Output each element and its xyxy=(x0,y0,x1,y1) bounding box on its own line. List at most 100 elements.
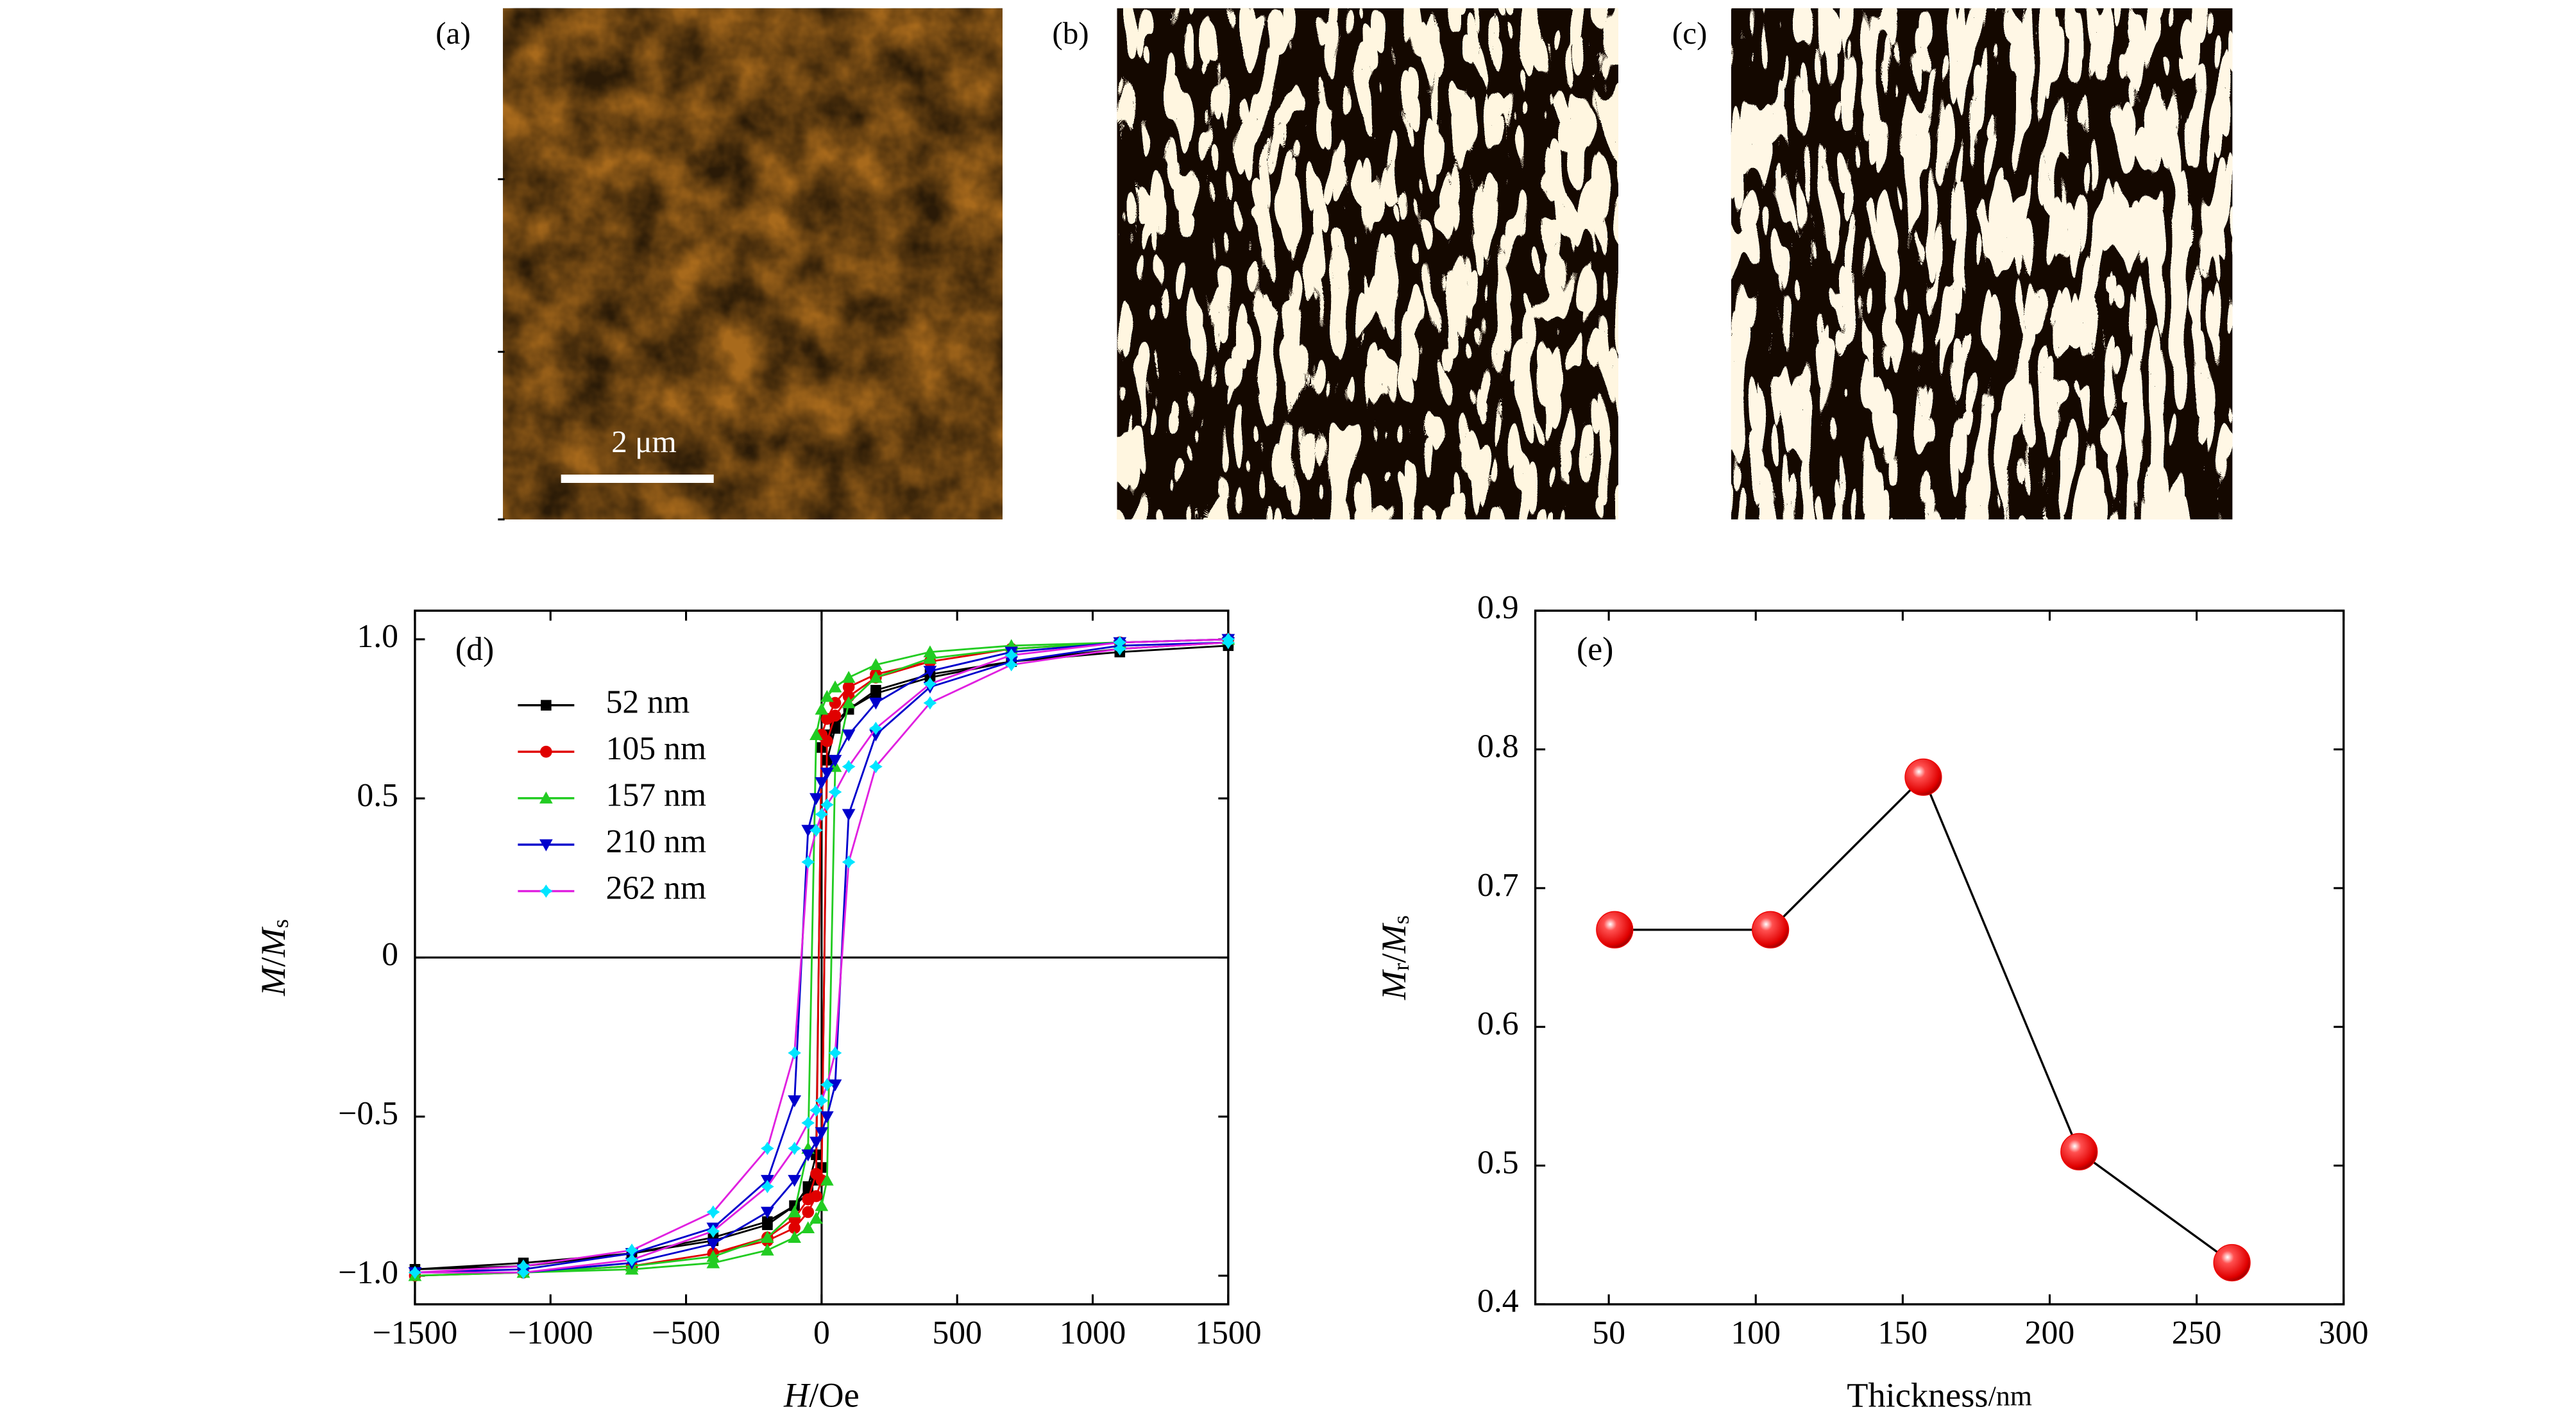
y-tick-label: 0.8 xyxy=(1477,728,1519,764)
marker xyxy=(923,652,937,664)
axis-label-part: M xyxy=(255,965,293,997)
marker xyxy=(706,1250,720,1262)
x-tick-label: 0 xyxy=(813,1315,830,1351)
marker xyxy=(820,1078,834,1092)
marker xyxy=(541,700,552,711)
axis-label: M/Ms xyxy=(255,919,294,997)
marker xyxy=(815,807,829,822)
marker xyxy=(842,696,856,709)
marker xyxy=(1113,642,1127,656)
y-tick-label: −0.5 xyxy=(338,1095,398,1132)
marker xyxy=(1221,636,1235,650)
marker xyxy=(788,1231,801,1243)
marker xyxy=(842,680,855,693)
marker xyxy=(706,1205,720,1219)
marker xyxy=(821,735,833,747)
marker xyxy=(788,1222,801,1235)
marker xyxy=(828,1079,842,1092)
axis-label-part: H xyxy=(783,1376,811,1415)
marker xyxy=(761,1179,774,1193)
x-tick-label: −500 xyxy=(652,1315,720,1351)
y-tick-label: 0.6 xyxy=(1477,1006,1519,1042)
marker xyxy=(540,745,552,758)
marker xyxy=(809,1211,823,1224)
marker xyxy=(820,689,834,702)
marker xyxy=(828,785,842,799)
marker xyxy=(923,696,937,710)
y-tick-label: −1.0 xyxy=(338,1254,398,1291)
legend-label: 52 nm xyxy=(606,684,690,721)
axis-label-part: /nm xyxy=(1988,1380,2032,1412)
marker xyxy=(923,666,937,678)
marker xyxy=(820,1111,834,1124)
marker xyxy=(801,855,815,869)
marker xyxy=(516,1265,530,1279)
marker xyxy=(815,1127,829,1140)
marker xyxy=(815,1093,829,1108)
marker xyxy=(706,1256,720,1268)
marker xyxy=(809,793,823,805)
marker xyxy=(802,1206,815,1218)
marker xyxy=(820,767,834,780)
marker xyxy=(869,671,883,683)
scale-bar-label: 2 μm xyxy=(611,424,676,459)
scale-bar xyxy=(561,475,714,483)
image-c: (c) xyxy=(1672,8,2233,519)
marker xyxy=(815,1199,829,1211)
axis-label-part: /Oe xyxy=(809,1376,859,1415)
y-tick-label: 0.5 xyxy=(1477,1144,1519,1181)
x-tick-label: 50 xyxy=(1592,1315,1625,1351)
marker xyxy=(815,702,829,715)
x-tick-label: 1500 xyxy=(1195,1315,1262,1351)
axis-label: H/Oe xyxy=(783,1376,860,1415)
marker xyxy=(842,671,856,683)
x-tick-label: 200 xyxy=(2025,1315,2075,1351)
legend-label: 262 nm xyxy=(606,870,706,906)
axis-label: Thickness/nm xyxy=(1847,1376,2032,1415)
marker xyxy=(828,680,842,693)
x-tick-label: 150 xyxy=(1878,1315,1928,1351)
legend-label: 105 nm xyxy=(606,730,706,767)
marker xyxy=(408,1265,422,1279)
x-tick-label: 300 xyxy=(2319,1315,2369,1351)
axis-label-part: s xyxy=(1388,915,1414,924)
marker xyxy=(625,1243,639,1257)
axis-label-part: Thickness xyxy=(1847,1376,1988,1415)
legend-label: 210 nm xyxy=(606,823,706,860)
marker xyxy=(809,1103,823,1117)
y-tick-label: 0.9 xyxy=(1477,589,1519,626)
marker xyxy=(923,677,937,691)
point xyxy=(2213,1243,2251,1282)
y-tick-label: 0 xyxy=(382,936,398,973)
y-tick-label: 0.5 xyxy=(357,777,398,814)
chart: −1500 −1000 −500 0 500 1000 1500 −1.0 −0.5 0 0.5 1.… xyxy=(255,609,1262,1415)
point xyxy=(2060,1133,2098,1171)
marker xyxy=(801,1221,815,1234)
x-tick-label: 250 xyxy=(2172,1315,2222,1351)
marker xyxy=(842,855,856,869)
marker xyxy=(801,1116,815,1130)
axis-label: Mr/Ms xyxy=(1375,915,1414,1000)
x-tick-label: 500 xyxy=(932,1315,982,1351)
marker xyxy=(1004,658,1019,671)
marker xyxy=(869,697,883,710)
marker xyxy=(829,709,842,722)
marker xyxy=(869,760,883,773)
marker xyxy=(842,729,856,742)
marker xyxy=(809,1136,823,1149)
marker xyxy=(706,1224,720,1238)
chart: 50 100 150 200 250 300 0.4 0.5 0.6 0.7 0.8 0.9 (e) Th… xyxy=(1375,589,2368,1415)
axis-label-part: M xyxy=(1375,969,1413,1000)
panel-label: (b) xyxy=(1052,15,1089,51)
marker xyxy=(788,1205,801,1218)
marker xyxy=(788,1046,801,1060)
series-line xyxy=(1614,775,2233,1264)
marker xyxy=(539,791,553,804)
point xyxy=(1752,911,1790,948)
y-tick-label: 0.4 xyxy=(1477,1283,1519,1320)
marker xyxy=(870,684,881,696)
panel-label: (d) xyxy=(455,631,494,668)
image-a: 2 μm (a) xyxy=(436,8,1003,521)
marker xyxy=(923,645,937,658)
